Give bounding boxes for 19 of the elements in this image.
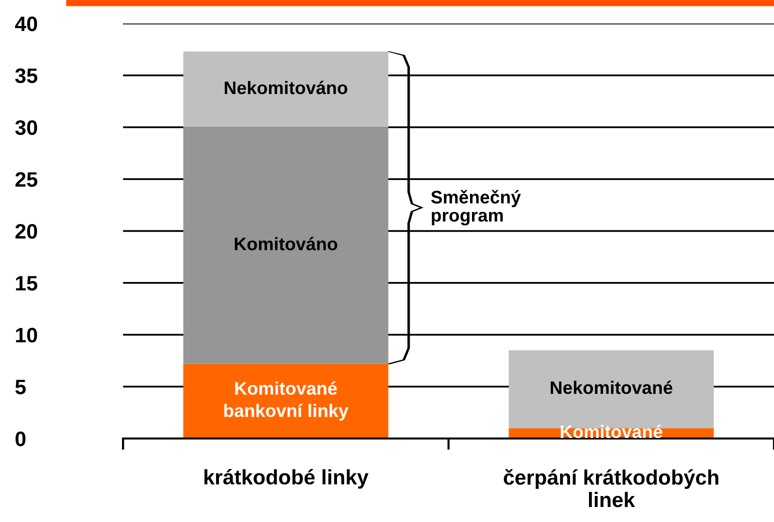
y-tick-label: 30 [15, 120, 38, 136]
y-tick-label: 35 [15, 68, 38, 84]
x-tick-label: čerpání krátkodobých linek [504, 469, 718, 508]
y-tick-label: 0 [16, 431, 26, 446]
y-tick-label: 10 [16, 328, 38, 342]
bar [183, 364, 388, 438]
y-tick-label: 5 [15, 380, 26, 394]
y-tick-label: 20 [15, 224, 38, 239]
y-tick-label: 40 [15, 16, 38, 32]
annotation: Nekomitované [550, 380, 672, 394]
bar [183, 52, 388, 128]
x-tick-label: krátkodobé linky [204, 469, 368, 489]
y-tick-label: 25 [15, 172, 38, 187]
y-tick-label: 15 [16, 276, 38, 291]
annotation: Komitováno [234, 236, 338, 250]
annotation: Nekomitováno [224, 80, 348, 94]
annotation: Komitované bankovní linky [224, 381, 348, 421]
annotation: Směnečný program [431, 190, 521, 226]
annotation: Komitované [560, 424, 662, 438]
